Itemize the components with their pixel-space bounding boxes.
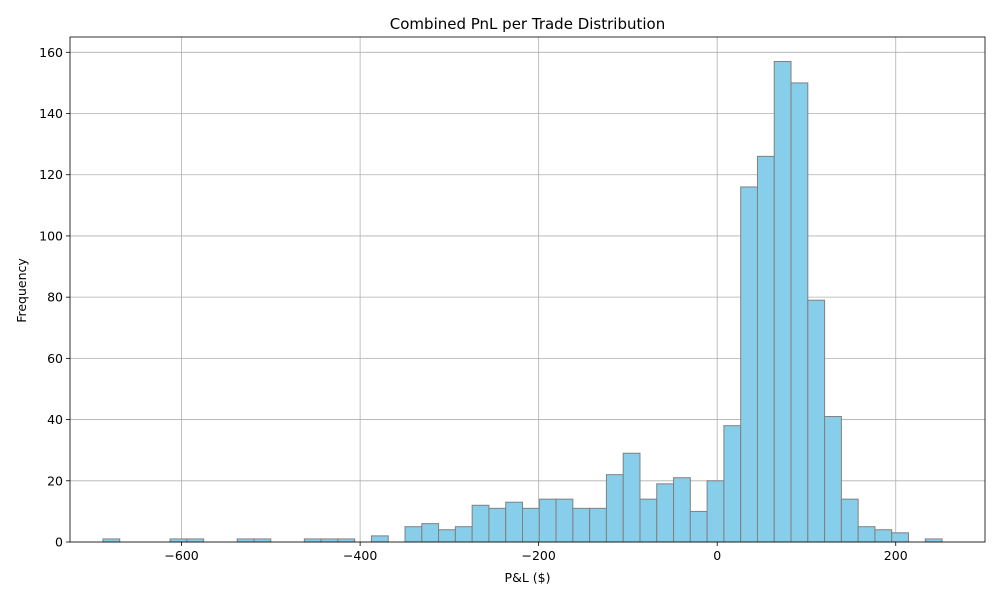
- histogram-bar-17: [538, 498, 557, 543]
- histogram-bar-5: [303, 538, 322, 543]
- x-axis-label: P&L ($): [505, 570, 551, 585]
- grid-lines: [70, 37, 985, 543]
- y-tick-label-7: 140: [39, 106, 63, 121]
- histogram-bar-30: [756, 155, 775, 543]
- plot-frame: [69, 36, 986, 543]
- histogram-bar-10: [421, 523, 440, 543]
- histogram-bar-2: [186, 538, 205, 543]
- histogram-bar-27: [706, 480, 725, 543]
- y-tick-label-6: 120: [39, 167, 63, 182]
- histogram-bar-25: [673, 477, 691, 543]
- histogram-bar-29: [740, 186, 758, 543]
- histogram-bar-19: [572, 507, 591, 543]
- y-tick-label-4: 80: [47, 290, 63, 305]
- histogram-bar-7: [337, 538, 356, 543]
- histogram-bar-32: [790, 82, 809, 543]
- histogram-bar-24: [656, 483, 675, 543]
- histogram-bar-3: [236, 538, 255, 543]
- histogram-bar-6: [320, 538, 339, 543]
- histogram-bar-26: [689, 510, 708, 543]
- histogram-bar-23: [639, 498, 658, 543]
- y-tick-label-8: 160: [39, 45, 63, 60]
- histogram-bar-13: [471, 504, 490, 543]
- x-tick-label-1: −400: [343, 548, 377, 563]
- histogram-bar-31: [773, 60, 792, 543]
- y-tick-label-3: 60: [47, 351, 63, 366]
- histogram-bar-1: [169, 538, 188, 543]
- histogram-bar-38: [891, 532, 909, 543]
- histogram-bar-36: [857, 526, 876, 543]
- y-tick-label-0: 0: [55, 535, 63, 550]
- y-axis-label: Frequency: [14, 258, 29, 323]
- histogram-bars: [102, 60, 943, 543]
- y-axis-ticks: 0 20 40 60 80 100 120 140 160: [39, 45, 70, 550]
- x-tick-label-4: 200: [884, 548, 908, 563]
- histogram-bar-18: [555, 498, 574, 543]
- histogram-bar-4: [253, 538, 272, 543]
- histogram-bar-35: [840, 498, 859, 543]
- histogram-bar-12: [454, 526, 473, 543]
- histogram-bar-21: [605, 474, 624, 543]
- histogram-bar-15: [505, 501, 524, 543]
- x-tick-label-2: −200: [521, 548, 555, 563]
- histogram-bar-39: [924, 538, 943, 543]
- y-tick-label-5: 100: [39, 228, 63, 243]
- histogram-bar-34: [824, 416, 842, 543]
- histogram-bar-28: [723, 425, 742, 543]
- histogram-bar-9: [404, 526, 423, 543]
- histogram-bar-37: [874, 529, 893, 543]
- histogram-bar-22: [622, 452, 641, 543]
- histogram-bar-33: [807, 299, 826, 543]
- y-tick-label-1: 20: [47, 473, 63, 488]
- histogram-bar-20: [589, 507, 607, 543]
- x-tick-label-0: −600: [164, 548, 198, 563]
- histogram-bar-11: [438, 529, 456, 543]
- histogram-bar-14: [488, 507, 507, 543]
- histogram-bar-8: [370, 535, 389, 543]
- histogram-bar-16: [522, 507, 540, 543]
- x-tick-label-3: 0: [713, 548, 721, 563]
- chart-title: Combined PnL per Trade Distribution: [390, 15, 665, 33]
- y-tick-label-2: 40: [47, 412, 63, 427]
- histogram-bar-0: [102, 538, 121, 543]
- x-axis-ticks: −600 −400 −200 0 200: [164, 542, 908, 563]
